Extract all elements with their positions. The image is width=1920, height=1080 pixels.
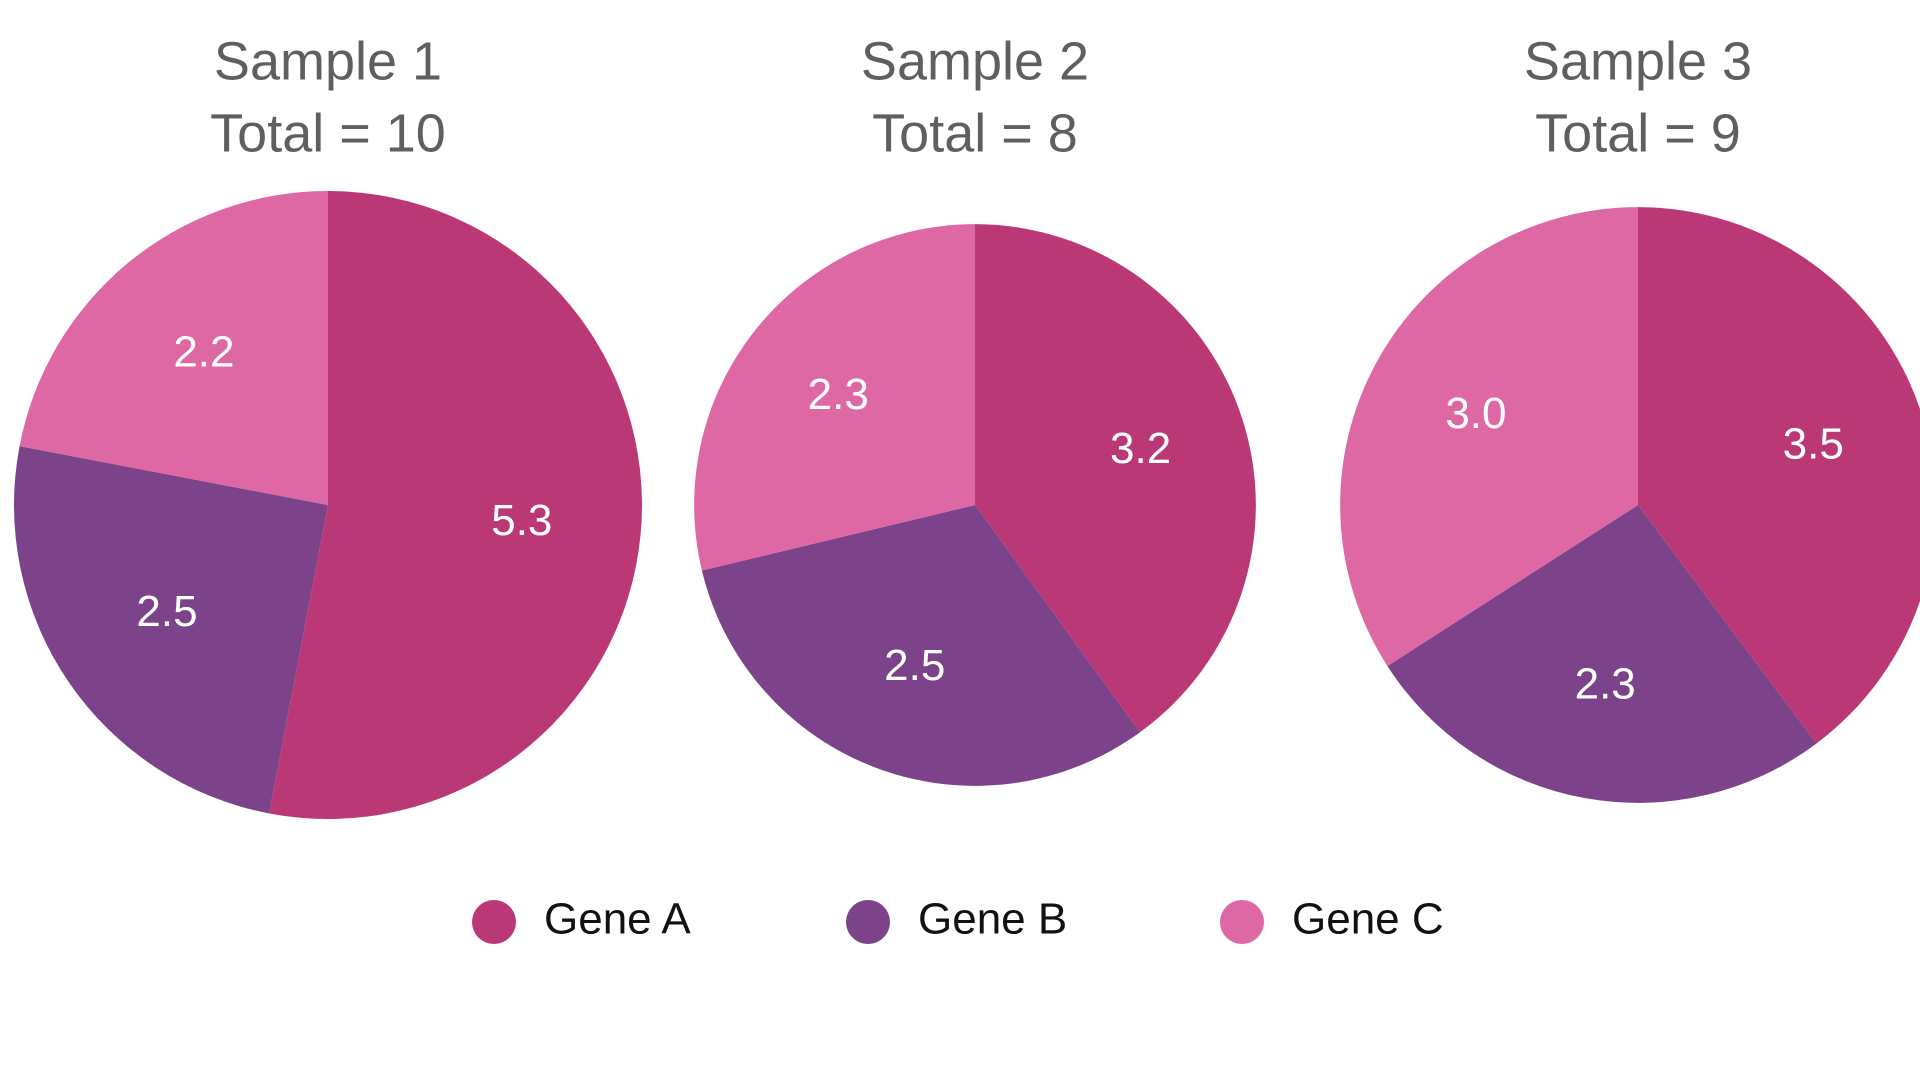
slice-value-label: 2.3 [808, 370, 869, 419]
legend-item: Gene A [472, 895, 691, 944]
slice-value-label: 2.3 [1575, 659, 1636, 708]
pie-slice-gene-a [269, 191, 642, 819]
pie-slice-gene-b [13, 446, 329, 814]
slice-value-label: 2.5 [884, 641, 945, 690]
pie-sample-3: Sample 3 Total = 9 3.5 2.3 3.0 [1340, 31, 1920, 803]
pie-slice-gene-a [975, 224, 1256, 733]
pie-slice-gene-a [1638, 207, 1920, 744]
slice-value-label: 2.5 [136, 587, 197, 636]
pie-title: Sample 1 [214, 31, 442, 91]
pie-slice-gene-b [701, 505, 1141, 786]
legend-item: Gene C [1220, 895, 1444, 944]
pie-sample-1: Sample 1 Total = 10 5.3 2.5 2.2 [13, 31, 642, 819]
legend: Gene A Gene B Gene C [472, 895, 1444, 944]
pie-title: Sample 3 [1524, 31, 1752, 91]
legend-swatch [1220, 900, 1264, 944]
slice-value-label: 3.0 [1445, 389, 1506, 438]
slice-value-label: 3.5 [1783, 419, 1844, 468]
pie-slice-gene-c [694, 224, 975, 571]
pie-slice-gene-c [19, 190, 329, 506]
pies-layer: Sample 1 Total = 10 5.3 2.5 2.2 Sample 2 Total… [13, 31, 1920, 819]
slice-value-label: 2.2 [173, 328, 234, 377]
legend-swatch [472, 900, 516, 944]
legend-item: Gene B [846, 895, 1067, 944]
legend-label: Gene B [918, 895, 1067, 944]
legend-label: Gene A [544, 895, 691, 944]
pie-subtitle: Total = 8 [872, 103, 1078, 163]
slice-value-label: 5.3 [491, 496, 552, 545]
pie-subtitle: Total = 10 [210, 103, 446, 163]
pie-slice-gene-b [1387, 505, 1817, 803]
slice-value-label: 3.2 [1110, 424, 1171, 473]
pie-title: Sample 2 [861, 31, 1089, 91]
legend-label: Gene C [1292, 895, 1444, 944]
pie-slice-gene-c [1340, 207, 1638, 667]
pie-sample-2: Sample 2 Total = 8 3.2 2.5 2.3 [694, 31, 1256, 786]
pie-subtitle: Total = 9 [1535, 103, 1741, 163]
legend-swatch [846, 900, 890, 944]
